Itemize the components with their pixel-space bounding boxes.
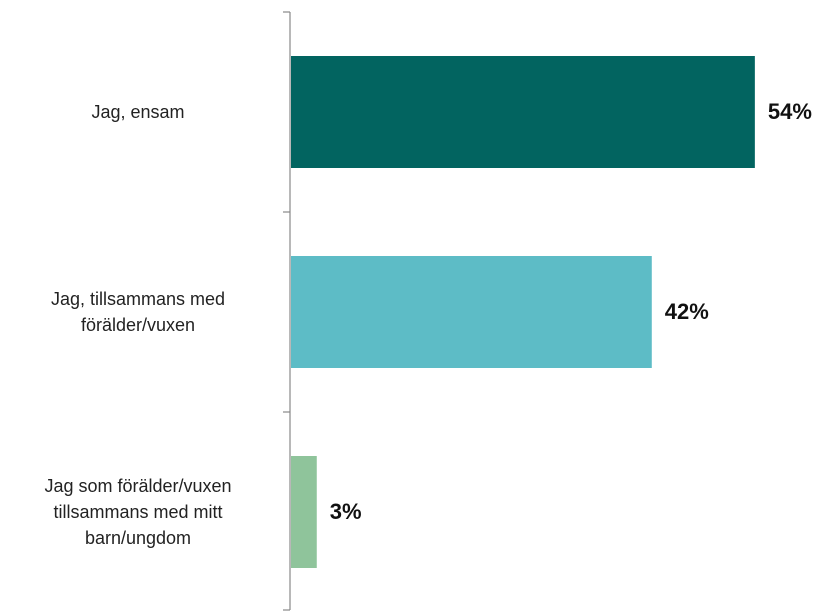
category-label: Jag, ensam [91,102,185,122]
bar [291,456,317,568]
category-label: Jag, tillsammans med förälder/vuxen [50,289,226,335]
bar [291,56,755,168]
value-label: 3% [329,499,362,524]
value-label: 42% [664,299,709,324]
bar [291,256,652,368]
category-label: Jag som förälder/vuxen tillsammans med m… [44,476,232,548]
value-label: 54% [767,99,812,124]
